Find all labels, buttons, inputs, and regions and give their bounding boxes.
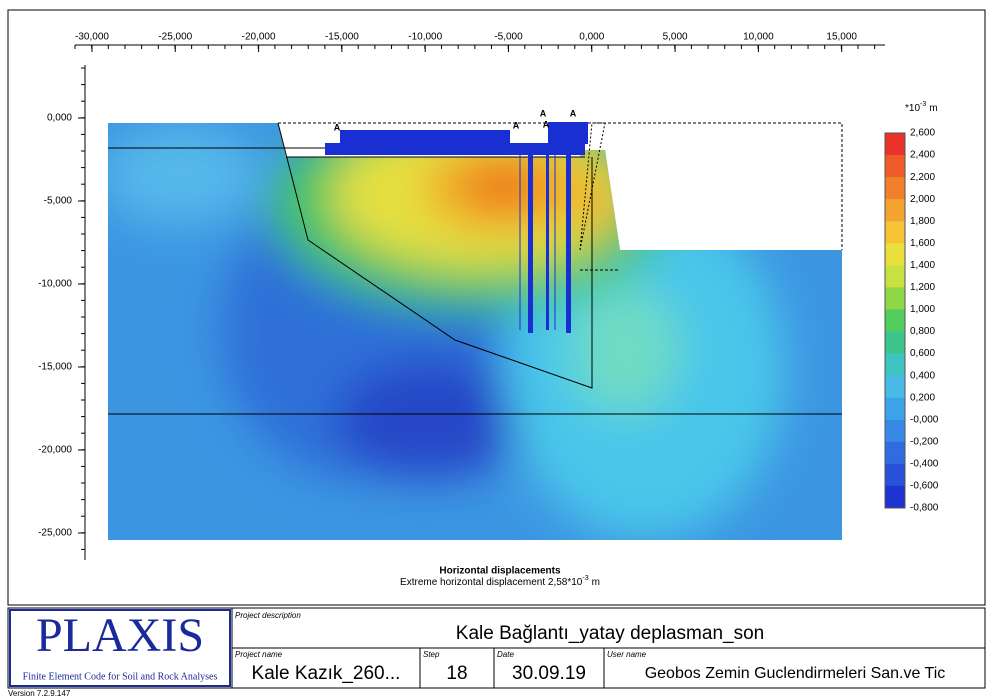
legend-swatch	[885, 177, 905, 200]
axes: -30,000 -25,000 -20,000 -15,000 -10,000 -5,00…	[38, 32, 885, 560]
x-tick-label: 10,000	[743, 32, 774, 43]
legend-label: -0,200	[910, 436, 939, 447]
legend-label: 0,800	[910, 326, 935, 337]
x-tick-label: -10,000	[408, 32, 442, 43]
subtitle-exponent: -3	[582, 575, 588, 582]
legend-label: 2,600	[910, 128, 935, 139]
legend-swatch	[885, 221, 905, 244]
legend-swatch	[885, 199, 905, 222]
legend-swatch	[885, 353, 905, 377]
y-tick-label: -10,000	[38, 279, 72, 290]
x-tick-label: -25,000	[158, 32, 192, 43]
legend-label: 0,400	[910, 370, 935, 381]
x-tick-label: 5,000	[663, 32, 688, 43]
logo: PLAXIS	[36, 609, 204, 662]
user-name: Geobos Zemin Guclendirmeleri San.ve Tic	[645, 665, 946, 682]
structure	[325, 122, 588, 333]
legend-label: -0,400	[910, 459, 939, 470]
x-tick-label: -20,000	[242, 32, 276, 43]
legend-label: 0,200	[910, 392, 935, 403]
legend-label: 1,800	[910, 216, 935, 227]
legend-label: -0,600	[910, 481, 939, 492]
legend-swatch	[885, 375, 905, 399]
marker-label: A	[543, 119, 550, 129]
x-tick-label: -30,000	[75, 32, 109, 43]
field-label: Step	[423, 650, 440, 659]
field-label: Project name	[235, 650, 283, 659]
legend-swatch	[885, 485, 905, 509]
y-tick-label: -25,000	[38, 528, 72, 539]
legend-label: -0,800	[910, 503, 939, 514]
y-tick-label: 0,000	[47, 113, 72, 124]
project-name: Kale Kazık_260...	[252, 663, 401, 684]
unit-base: *10	[905, 103, 920, 114]
legend-unit: *10-3 m	[905, 101, 938, 114]
x-tick-label: -15,000	[325, 32, 359, 43]
version: Version 7.2.9.147	[8, 689, 71, 698]
legend-swatch	[885, 463, 905, 487]
x-tick-label: 0,000	[579, 32, 604, 43]
title-block	[7, 607, 986, 689]
legend-swatch	[885, 287, 905, 310]
legend-label: 2,400	[910, 150, 935, 161]
subtitle-text: Extreme horizontal displacement 2,58*10	[400, 577, 583, 588]
field-label: Date	[497, 650, 514, 659]
legend-swatch	[885, 265, 905, 288]
subtitle-suffix: m	[592, 577, 600, 588]
project-description: Kale Bağlantı_yatay deplasman_son	[456, 623, 764, 644]
legend-label: 1,400	[910, 260, 935, 271]
legend-label: 0,600	[910, 348, 935, 359]
step: 18	[446, 663, 467, 684]
legend-swatch	[885, 309, 905, 333]
field-label: User name	[607, 650, 647, 659]
plot-subtitle: Extreme horizontal displacement 2,58*10-…	[400, 575, 600, 588]
legend-label: 1,000	[910, 304, 935, 315]
unit-suffix: m	[929, 103, 937, 114]
y-tick-label: -20,000	[38, 445, 72, 456]
legend-swatch	[885, 133, 905, 156]
legend-swatch	[885, 397, 905, 421]
unit-exponent: -3	[920, 101, 926, 108]
legend-label: 1,600	[910, 238, 935, 249]
marker-label: A	[540, 108, 547, 118]
legend-label: 2,200	[910, 172, 935, 183]
y-tick-label: -15,000	[38, 362, 72, 373]
legend-swatch	[885, 441, 905, 465]
x-tick-label: -5,000	[494, 32, 523, 43]
legend-swatch	[885, 419, 905, 443]
legend: *10-3 m 2,600 2,400 2,200 2,000 1,800 1,600 1,4…	[884, 101, 939, 514]
legend-swatch	[885, 155, 905, 178]
contour-field	[108, 123, 842, 540]
legend-label: 1,200	[910, 282, 935, 293]
plot-title: Horizontal displacements	[439, 566, 561, 577]
legend-label: 2,000	[910, 194, 935, 205]
legend-border	[884, 132, 906, 509]
marker-label: A	[334, 122, 341, 132]
frame	[7, 9, 986, 606]
field-label: Project description	[235, 611, 301, 620]
marker-label: A	[513, 120, 520, 130]
legend-swatch	[885, 331, 905, 355]
x-tick-label: 15,000	[826, 32, 857, 43]
marker-label: A	[570, 108, 577, 118]
tagline: Finite Element Code for Soil and Rock An…	[23, 671, 218, 682]
date: 30.09.19	[512, 663, 586, 684]
legend-swatch	[885, 243, 905, 266]
y-tick-label: -5,000	[44, 196, 73, 207]
legend-label: -0,000	[910, 414, 939, 425]
